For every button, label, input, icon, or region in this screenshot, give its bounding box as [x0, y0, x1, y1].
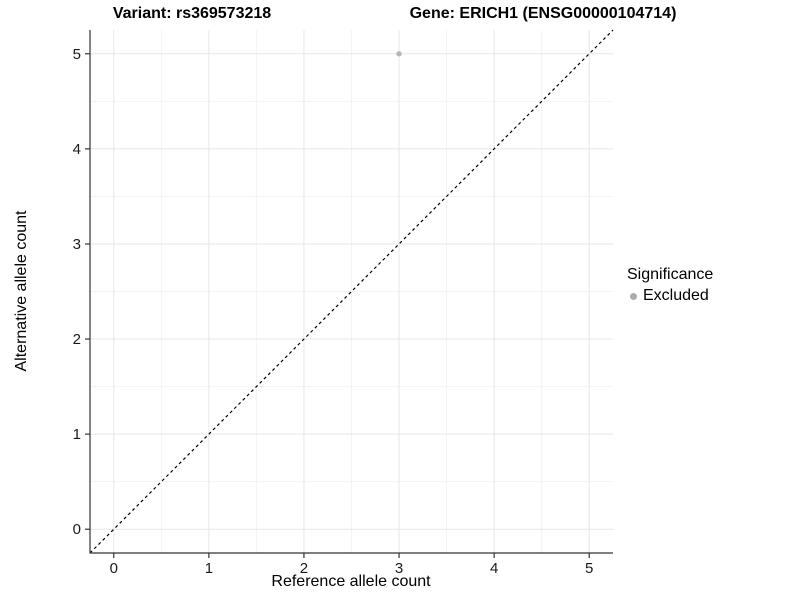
x-tick-label: 4	[490, 560, 498, 577]
x-tick-label: 5	[585, 560, 593, 577]
legend-point-icon	[630, 292, 637, 300]
y-axis-title: Alternative allele count	[13, 210, 30, 372]
y-tick-label: 3	[73, 236, 81, 253]
legend-item-excluded: Excluded	[627, 287, 713, 305]
x-tick-label: 2	[300, 560, 308, 577]
y-tick-label: 1	[73, 426, 81, 443]
y-tick-label: 4	[73, 141, 81, 158]
plot-title-gene: Gene: ERICH1 (ENSG00000104714)	[409, 5, 677, 22]
y-tick-label: 0	[73, 521, 81, 538]
legend: Significance Excluded	[627, 266, 713, 305]
x-tick-label: 1	[205, 560, 213, 577]
plot-title-variant: Variant: rs369573218	[112, 5, 272, 22]
x-tick-label: 0	[110, 560, 118, 577]
x-axis-title: Reference allele count	[271, 573, 431, 590]
x-tick-label: 3	[395, 560, 403, 577]
y-tick-label: 5	[73, 46, 81, 63]
y-tick-label: 2	[73, 331, 81, 348]
legend-item-label: Excluded	[643, 287, 709, 304]
data-point	[396, 51, 402, 57]
legend-title: Significance	[627, 266, 714, 283]
